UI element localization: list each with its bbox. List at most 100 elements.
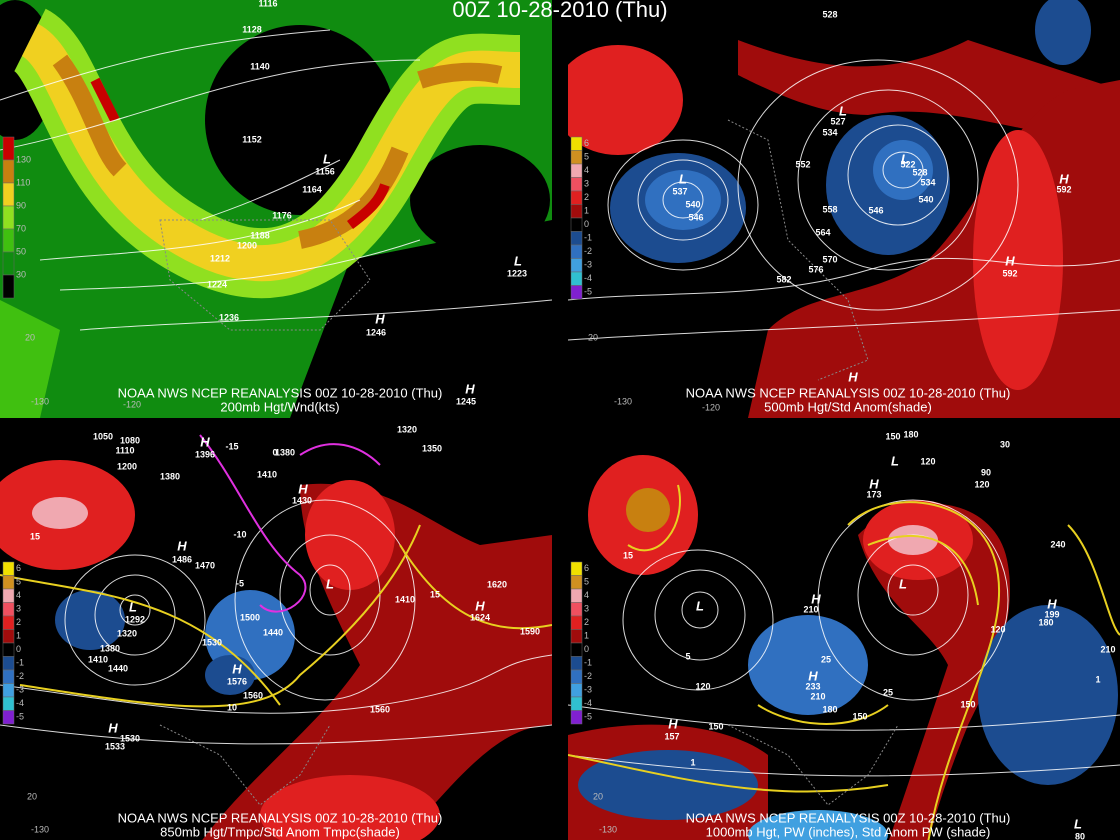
legend-swatch xyxy=(570,285,583,300)
contour-label: 1140 xyxy=(250,61,270,71)
contour-label: 1212 xyxy=(210,253,230,263)
contour-label: 10 xyxy=(227,702,237,712)
legend-label: -4 xyxy=(16,698,24,708)
legend-label: 110 xyxy=(16,177,30,187)
contour-label: 120 xyxy=(974,479,989,489)
contour-label: 558 xyxy=(822,204,837,214)
contour-label: 1128 xyxy=(242,24,262,34)
legend-label: 2 xyxy=(584,617,589,627)
contour-label: 1410 xyxy=(395,594,415,604)
panel-source: NOAA NWS NCEP REANALYSIS 00Z 10-28-2010 … xyxy=(686,385,1011,400)
axis-label: -120 xyxy=(702,402,720,412)
legend-swatch xyxy=(570,177,583,192)
legend-label: 0 xyxy=(584,644,589,654)
legend-swatch xyxy=(2,642,15,657)
legend-label: 0 xyxy=(584,219,589,229)
contour-label: 90 xyxy=(981,467,991,477)
legend-label: 5 xyxy=(584,577,589,587)
pressure-center: H xyxy=(375,311,385,326)
contour-label: 540 xyxy=(918,194,933,204)
contour-label: 1410 xyxy=(257,469,277,479)
contour-label: 1116 xyxy=(258,0,277,8)
contour-label: 1292 xyxy=(125,614,145,624)
panel-source: NOAA NWS NCEP REANALYSIS 00Z 10-28-2010 … xyxy=(686,810,1011,825)
pressure-center: H xyxy=(298,481,308,496)
legend-label: 6 xyxy=(16,563,21,573)
pressure-center: L xyxy=(129,599,137,614)
legend-label: -2 xyxy=(584,246,592,256)
legend-label: 3 xyxy=(584,604,589,614)
panel-500mb: 6543210-1-2-3-4-5528L5275345525585645705… xyxy=(568,0,1120,418)
contour-label: 173 xyxy=(866,489,881,499)
contour-label: 540 xyxy=(685,199,700,209)
legend-swatch xyxy=(570,696,583,711)
panel-200mb: 130110907050301116112811401152L115611641… xyxy=(0,0,552,418)
contour-label: 240 xyxy=(1050,539,1065,549)
legend-swatch xyxy=(570,602,583,617)
axis-label: 20 xyxy=(25,332,35,342)
axis-label: -130 xyxy=(31,396,49,406)
contour-label: 1320 xyxy=(117,628,137,638)
contour-label: 1440 xyxy=(108,663,128,673)
contour-label: 1200 xyxy=(237,240,257,250)
contour-label: 1224 xyxy=(207,279,227,289)
contour-label: 1246 xyxy=(366,327,386,337)
contour-label: 25 xyxy=(821,654,831,664)
contour-label: 1620 xyxy=(487,579,507,589)
contour-label: 522 xyxy=(900,159,915,169)
contour-label: 1164 xyxy=(302,184,322,194)
contour-label: 150 xyxy=(885,431,900,441)
contour-label: 15 xyxy=(623,550,633,560)
legend-label: 70 xyxy=(16,223,26,233)
legend-label: -4 xyxy=(584,273,592,283)
pressure-center: H xyxy=(808,668,818,683)
legend-label: 4 xyxy=(584,590,589,600)
legend-label: -5 xyxy=(584,712,592,722)
legend-swatch xyxy=(2,136,15,161)
contour-label: 1380 xyxy=(275,447,295,457)
legend-label: -5 xyxy=(584,287,592,297)
pressure-center: H xyxy=(108,720,118,735)
contour-label: 199 xyxy=(1044,609,1059,619)
legend-label: -2 xyxy=(16,671,24,681)
legend-swatch xyxy=(570,271,583,286)
pressure-center: L xyxy=(696,598,704,613)
legend-swatch xyxy=(2,561,15,576)
contour-label: 528 xyxy=(912,167,927,177)
contour-label: 1576 xyxy=(227,676,247,686)
panel-source: NOAA NWS NCEP REANALYSIS 00Z 10-28-2010 … xyxy=(118,385,443,400)
contour-label: 1410 xyxy=(88,654,108,664)
pressure-center: H xyxy=(475,598,485,613)
contour-label: 1533 xyxy=(105,741,125,751)
legend-label: -3 xyxy=(16,685,24,695)
legend-swatch xyxy=(2,669,15,684)
contour-label: 120 xyxy=(920,456,935,466)
legend-swatch xyxy=(570,244,583,259)
contour-label: 537 xyxy=(672,186,687,196)
contour-label: 30 xyxy=(1000,439,1010,449)
panel-caption: 500mb Hgt/Std Anom(shade) xyxy=(764,399,932,414)
contour-label: 120 xyxy=(990,624,1005,634)
legend-swatch xyxy=(2,205,15,230)
contour-label: 1200 xyxy=(117,461,137,471)
pressure-center: H xyxy=(177,538,187,553)
legend-swatch xyxy=(2,683,15,698)
contour-label: 0 xyxy=(272,447,277,457)
legend-label: -3 xyxy=(584,685,592,695)
contour-label: 592 xyxy=(1056,184,1071,194)
pressure-center: H xyxy=(1005,253,1015,268)
legend-label: 90 xyxy=(16,200,26,210)
contour-label: 180 xyxy=(822,704,837,714)
legend-label: 1 xyxy=(584,631,589,641)
main-title: 00Z 10-28-2010 (Thu) xyxy=(452,0,667,22)
legend-label: -3 xyxy=(584,260,592,270)
legend-label: 1 xyxy=(584,206,589,216)
contour-label: 1350 xyxy=(422,443,442,453)
contour-label: 180 xyxy=(903,429,918,439)
legend-swatch xyxy=(570,150,583,165)
contour-label: 1110 xyxy=(115,445,134,455)
contour-label: 1440 xyxy=(263,627,283,637)
contour-label: -10 xyxy=(233,529,246,539)
contour-label: 1396 xyxy=(195,449,215,459)
pressure-center: H xyxy=(668,716,678,731)
